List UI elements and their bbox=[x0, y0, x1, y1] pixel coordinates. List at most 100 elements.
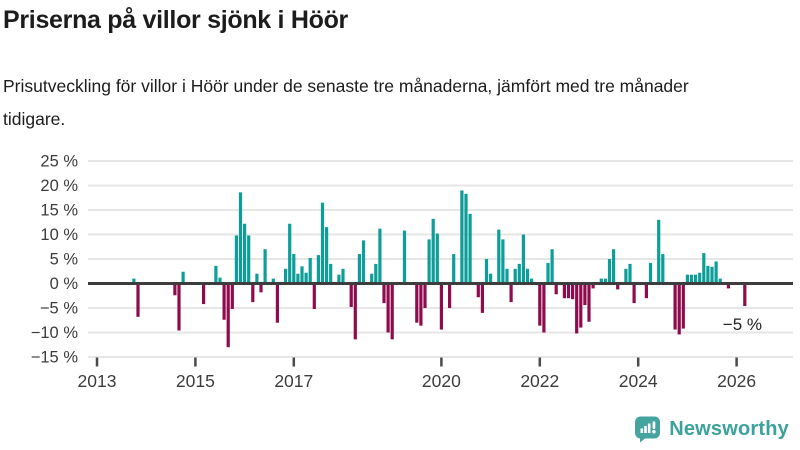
bar bbox=[501, 239, 505, 284]
y-axis-tick-label: 0 % bbox=[50, 275, 79, 293]
bar bbox=[525, 268, 530, 284]
y-axis-tick-label: −10 % bbox=[31, 324, 79, 342]
bar bbox=[226, 283, 230, 348]
bar bbox=[603, 278, 607, 284]
bar bbox=[304, 272, 308, 284]
bar bbox=[300, 266, 304, 284]
bar bbox=[419, 283, 423, 326]
bar bbox=[361, 240, 366, 284]
bar bbox=[530, 278, 534, 284]
bar bbox=[710, 266, 714, 284]
bar bbox=[247, 235, 251, 284]
bar bbox=[382, 283, 386, 304]
chart-subtitle: Prisutveckling för villor i Höör under d… bbox=[3, 76, 689, 129]
bar bbox=[743, 283, 747, 307]
bar bbox=[726, 283, 730, 289]
bar bbox=[316, 255, 320, 284]
bar bbox=[337, 274, 341, 284]
bar bbox=[657, 219, 661, 284]
bar bbox=[591, 283, 595, 289]
bar bbox=[571, 283, 575, 300]
x-axis-tick-label: 2020 bbox=[422, 371, 461, 391]
bar bbox=[284, 268, 288, 284]
bar bbox=[587, 283, 591, 322]
bar bbox=[538, 283, 542, 326]
bar bbox=[214, 265, 218, 284]
bar bbox=[706, 265, 710, 284]
bar bbox=[562, 283, 566, 299]
y-axis-tick-label: 10 % bbox=[40, 226, 78, 244]
bar bbox=[132, 278, 136, 284]
bar bbox=[497, 229, 501, 284]
newsworthy-logo: Newsworthy bbox=[634, 415, 789, 443]
bar bbox=[353, 283, 357, 340]
bar bbox=[320, 202, 325, 284]
bar bbox=[517, 263, 521, 284]
newsworthy-logo-icon bbox=[635, 416, 661, 443]
x-axis-tick-label: 2022 bbox=[520, 371, 559, 391]
bar bbox=[689, 274, 694, 284]
bar bbox=[542, 283, 546, 333]
y-axis-tick-label: 20 % bbox=[40, 177, 78, 195]
bar bbox=[685, 274, 689, 284]
bar bbox=[243, 223, 247, 284]
bar bbox=[312, 283, 316, 309]
x-axis-tick-label: 2013 bbox=[78, 371, 117, 391]
y-axis-tick-label: 15 % bbox=[40, 202, 78, 220]
bar bbox=[439, 283, 443, 330]
bar bbox=[415, 283, 419, 323]
bar bbox=[718, 278, 722, 284]
bar bbox=[275, 283, 279, 323]
bar bbox=[632, 283, 636, 304]
x-axis-tick-label: 2017 bbox=[274, 371, 313, 391]
bar bbox=[579, 283, 583, 328]
bar bbox=[177, 283, 181, 331]
bar bbox=[583, 283, 587, 306]
y-axis-tick-label: 5 % bbox=[50, 251, 79, 269]
bar bbox=[599, 278, 603, 284]
bar bbox=[259, 283, 263, 293]
bar bbox=[341, 268, 345, 284]
bar bbox=[357, 254, 361, 284]
bar bbox=[460, 190, 464, 284]
bar bbox=[628, 263, 632, 284]
bar bbox=[521, 234, 525, 284]
bar bbox=[255, 273, 259, 284]
x-axis-tick-label: 2015 bbox=[176, 371, 215, 391]
bar bbox=[681, 283, 685, 329]
bar bbox=[288, 223, 292, 284]
bar bbox=[448, 283, 452, 308]
y-axis-tick-label: −15 % bbox=[31, 349, 79, 367]
bar bbox=[423, 283, 427, 308]
bar bbox=[673, 283, 677, 330]
bar bbox=[489, 273, 493, 284]
bar bbox=[308, 258, 312, 284]
bar bbox=[378, 228, 382, 284]
bar bbox=[234, 235, 238, 284]
x-axis-tick-label: 2026 bbox=[717, 371, 756, 391]
bar bbox=[468, 213, 472, 284]
bar bbox=[325, 227, 329, 284]
bar bbox=[509, 283, 513, 303]
bar bbox=[476, 283, 480, 298]
bar bbox=[427, 239, 431, 284]
bar bbox=[230, 283, 234, 309]
bar bbox=[435, 233, 439, 284]
bar bbox=[624, 268, 628, 284]
bar bbox=[263, 249, 267, 284]
bar bbox=[202, 283, 206, 305]
bar bbox=[505, 268, 509, 284]
bar bbox=[546, 262, 550, 284]
newsworthy-brand-text: Newsworthy bbox=[669, 417, 789, 440]
bar bbox=[431, 218, 435, 284]
bar bbox=[612, 249, 616, 284]
bar bbox=[349, 283, 353, 308]
bar bbox=[181, 271, 185, 284]
bar bbox=[661, 254, 665, 284]
bar bbox=[480, 283, 484, 313]
bar bbox=[136, 283, 140, 317]
x-axis-tick-label: 2024 bbox=[619, 371, 658, 391]
bar bbox=[222, 283, 226, 320]
